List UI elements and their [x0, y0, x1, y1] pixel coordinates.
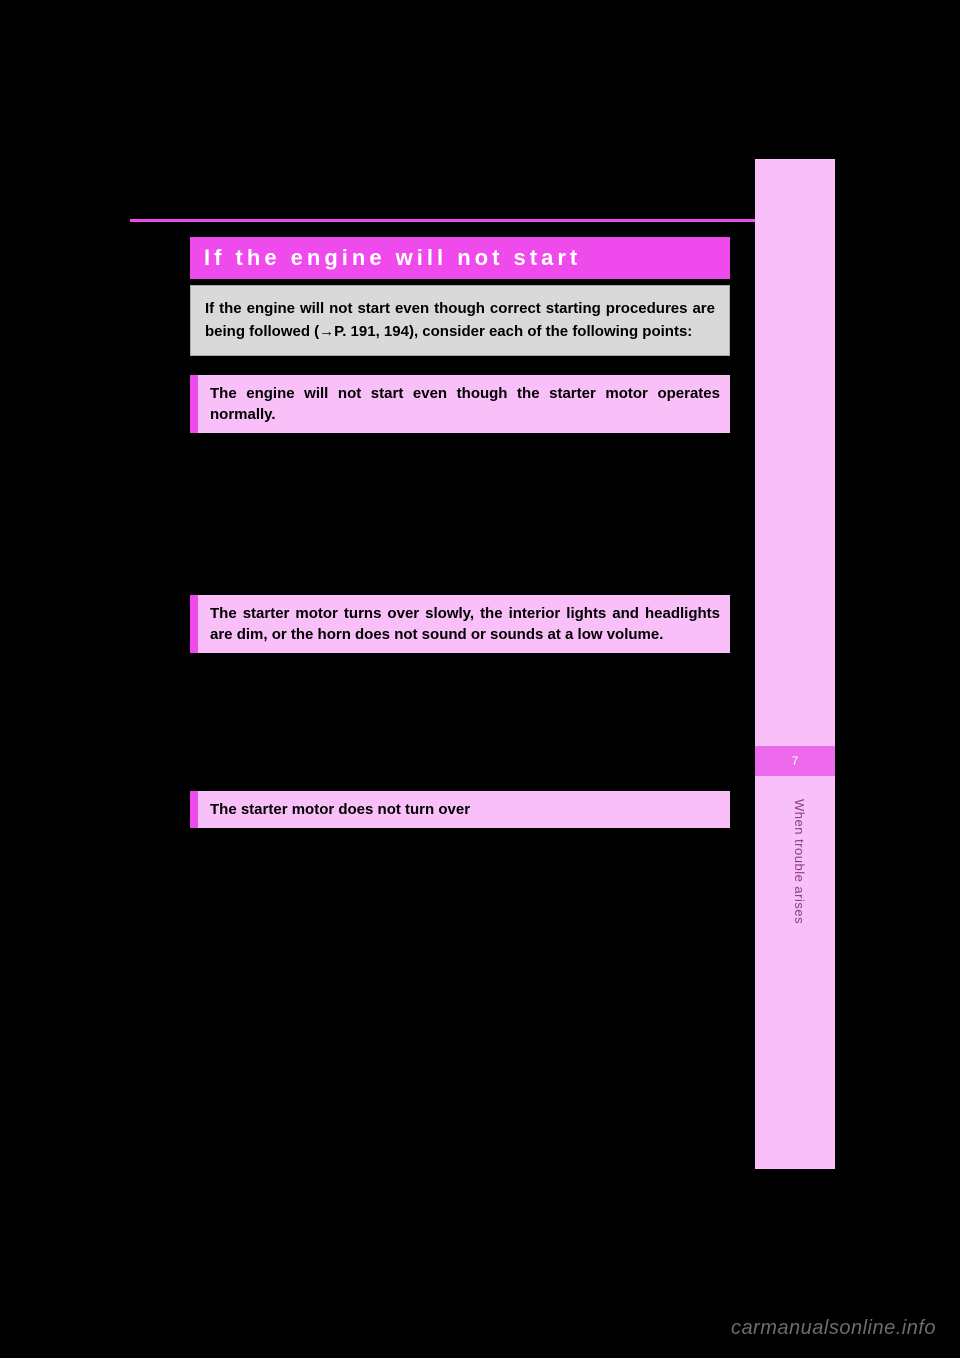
- side-tab-label: When trouble arises: [792, 799, 807, 924]
- chapter-number-tab: 7: [755, 746, 835, 776]
- watermark: carmanualsonline.info: [731, 1317, 936, 1340]
- section-heading-3: The starter motor does not turn over: [190, 791, 730, 828]
- intro-box: If the engine will not start even though…: [190, 285, 730, 356]
- section-heading-2: The starter motor turns over slowly, the…: [190, 595, 730, 653]
- horizontal-rule: [130, 219, 755, 222]
- page-title: If the engine will not start: [190, 237, 730, 279]
- page-container: 7 When trouble arises If the engine will…: [130, 159, 835, 1169]
- content-area: If the engine will not start If the engi…: [130, 159, 755, 1169]
- side-tab: 7 When trouble arises: [755, 159, 835, 1169]
- section-heading-1: The engine will not start even though th…: [190, 375, 730, 433]
